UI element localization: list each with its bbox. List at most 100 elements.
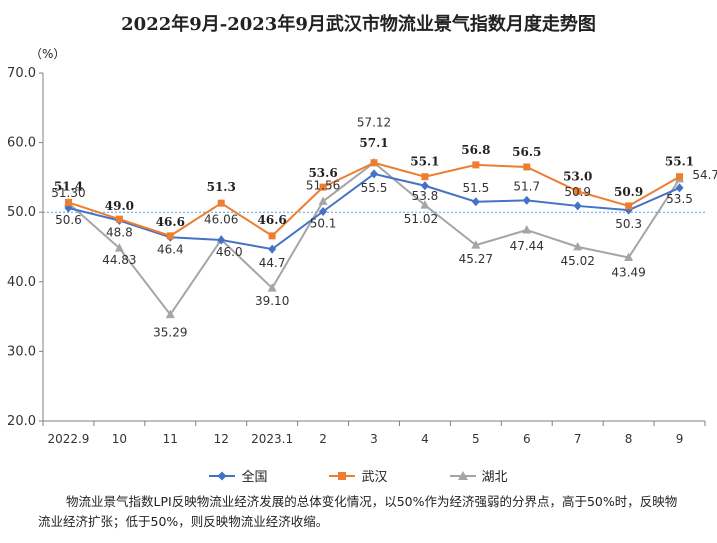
data-label-wuhan: 56.5 [512,145,541,159]
marker-wuhan-point [574,187,582,195]
legend-label-hubei: 湖北 [481,470,508,485]
data-label-hubei: 45.27 [459,252,493,266]
marker-national-point [319,207,328,217]
data-label-wuhan: 51.4 [54,179,83,193]
data-label-hubei: 44.83 [102,253,136,267]
x-tick-label: 10 [112,432,127,446]
marker-hubei-point [165,309,175,319]
x-tick-label: 6 [523,432,531,446]
data-label-hubei: 47.44 [510,239,544,253]
data-label-hubei: 45.02 [561,254,595,268]
marker-national-point [471,197,480,207]
data-label-hubei: 51.02 [404,212,438,226]
data-label-wuhan: 53.6 [308,166,337,180]
legend-item-hubei: 湖北 [449,466,508,485]
x-tick-label: 2023.1 [251,432,293,446]
y-tick-label: 40.0 [7,275,36,290]
marker-hubei-point [318,196,328,205]
marker-national-point [268,244,277,254]
data-label-national: 44.7 [259,256,286,270]
marker-wuhan-point [115,215,123,223]
marker-hubei-point [420,200,430,209]
data-label-wuhan: 50.9 [614,185,643,199]
marker-wuhan-point [166,232,174,240]
data-label-national: 55.5 [361,181,388,195]
data-label-national: 48.8 [106,226,133,240]
line-chart: 20.0 30.0 40.0 50.0 60.0 70.0 2022.9 10 11 12 2023… [7,66,717,446]
marker-hubei-point [114,243,124,252]
marker-wuhan-point [217,199,225,207]
data-label-national: 53.5 [666,192,693,206]
data-label-national: 50.9 [564,185,591,199]
data-label-national: 46.4 [157,242,184,256]
x-tick-label: 2022.9 [47,432,89,446]
data-label-wuhan: 49.0 [105,199,134,213]
marker-wuhan-point [625,202,633,210]
legend-item-wuhan: 武汉 [329,466,388,485]
chart-footnote: 物流业景气指数LPI反映物流业经济发展的总体变化情况，以50%作为经济强弱的分界… [38,494,678,529]
marker-national-point [420,181,429,191]
y-tick-label: 20.0 [7,414,36,429]
marker-wuhan-point [421,173,429,181]
x-tick-label: 7 [574,432,582,446]
marker-national-point [573,201,582,211]
data-label-hubei: 57.12 [357,116,391,130]
marker-wuhan-point [319,183,327,191]
legend-swatch-hubei [449,470,476,481]
marker-wuhan-point [523,163,531,171]
data-label-national: 51.7 [513,179,540,193]
data-label-wuhan: 51.3 [207,180,236,194]
marker-national-point [370,169,378,179]
y-axis-unit-label: （%） [30,47,66,61]
data-label-national: 51.5 [462,181,489,195]
data-label-wuhan: 57.1 [359,136,388,150]
marker-wuhan-point [370,159,378,167]
marker-national-point [675,183,684,193]
data-label-hubei: 46.06 [204,213,238,227]
marker-hubei-point [471,240,481,249]
x-tick-label: 8 [625,432,633,446]
data-label-national: 53.8 [412,189,439,203]
x-tick-label: 4 [421,432,429,446]
data-label-hubei: 39.10 [255,294,289,308]
data-label-wuhan: 46.6 [156,215,185,229]
data-label-wuhan: 46.6 [258,213,287,227]
data-label-national: 50.3 [615,217,642,231]
data-label-wuhan: 55.1 [665,155,694,169]
marker-national-point [522,195,531,205]
y-tick-label: 30.0 [7,344,36,359]
legend-swatch-wuhan [329,471,356,481]
legend-swatch-national [209,470,236,481]
data-label-wuhan: 53.0 [563,169,592,183]
y-tick-label: 70.0 [7,66,36,81]
data-label-wuhan: 56.8 [461,143,490,157]
legend-label-national: 全国 [241,470,268,485]
marker-wuhan-point [268,232,276,240]
x-tick-label: 11 [163,432,178,446]
data-label-hubei: 51.56 [306,178,340,192]
chart-title: 2022年9月-2023年9月武汉市物流业景气指数月度走势图 [121,14,596,35]
marker-hubei-point [267,283,277,292]
marker-wuhan-point [676,173,684,181]
data-label-wuhan: 55.1 [410,155,439,169]
x-tick-label: 3 [370,432,378,446]
marker-national-point [217,235,226,245]
x-tick-label: 9 [676,432,684,446]
data-label-national: 50.6 [55,213,82,227]
x-tick-label: 12 [214,432,229,446]
legend-label-wuhan: 武汉 [361,470,388,485]
data-label-hubei: 51.30 [51,186,85,200]
marker-hubei-point [522,225,532,234]
data-label-national: 50.1 [310,217,337,231]
chart-legend: 全国 武汉 湖北 [0,466,717,485]
marker-hubei-point [573,241,583,251]
legend-item-national: 全国 [209,466,267,485]
y-tick-label: 50.0 [7,205,36,220]
y-tick-label: 60.0 [7,136,36,151]
data-label-hubei: 54.78 [692,168,717,182]
data-label-national: 46.0 [216,245,243,259]
marker-wuhan-point [472,161,480,169]
marker-hubei-point [624,252,634,262]
marker-wuhan-point [64,198,72,206]
x-tick-label: 2 [319,432,327,446]
